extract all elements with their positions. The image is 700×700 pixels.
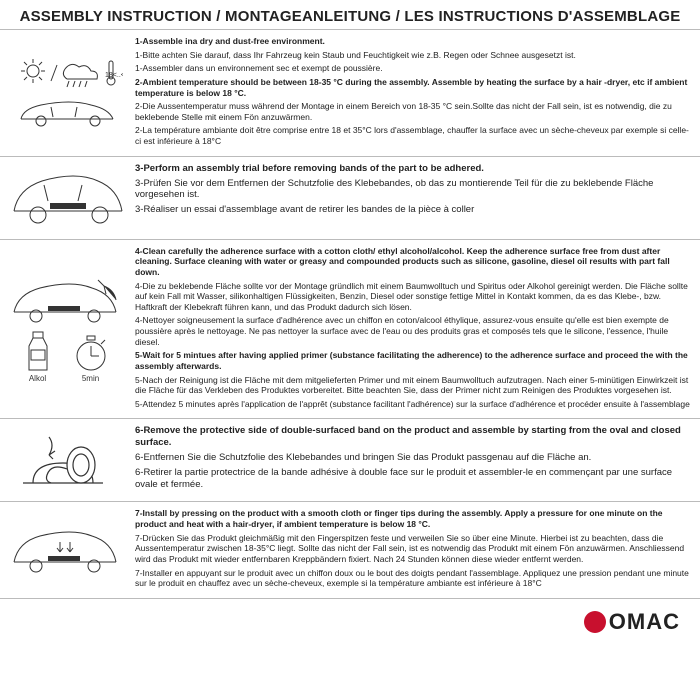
footer: OMAC	[0, 598, 700, 641]
tape-peel-icon	[13, 425, 123, 495]
page-title: ASSEMBLY INSTRUCTION / MONTAGEANLEITUNG …	[0, 0, 700, 29]
step-1-2-row: 18<..<35C 1-Assemble ina dry and dust-fr…	[0, 29, 700, 156]
step-7-row: 7-Install by pressing on the product wit…	[0, 501, 700, 597]
s6-en: 6-Remove the protective side of double-s…	[135, 425, 690, 449]
s3-de: 3-Prüfen Sie vor dem Entfernen der Schut…	[135, 178, 690, 202]
s2-de: 2-Die Aussentemperatur muss während der …	[135, 101, 690, 122]
clock-5min: 5min	[71, 334, 111, 383]
brand-logo: OMAC	[584, 609, 680, 635]
sun-rain-icon: 18<..<35C	[13, 57, 123, 93]
clock-icon	[71, 334, 111, 374]
s2-fr: 2-La température ambiante doit être comp…	[135, 125, 690, 146]
s3-fr: 3-Réaliser un essai d'assemblage avant d…	[135, 204, 690, 216]
car-side-icon	[13, 97, 123, 129]
s4-fr: 4-Nettoyer soigneusement la surface d'ad…	[135, 315, 690, 347]
step7-text: 7-Install by pressing on the product wit…	[135, 502, 700, 597]
step4-text: 4-Clean carefully the adherence surface …	[135, 240, 700, 419]
car-trial-icon	[8, 163, 128, 233]
alkol-label: Alkol	[25, 374, 51, 383]
s7-fr: 7-Installer en appuyant sur le produit a…	[135, 568, 690, 589]
step-3-row: 3-Perform an assembly trial before remov…	[0, 156, 700, 239]
step3-text: 3-Perform an assembly trial before remov…	[135, 157, 700, 239]
s5-de: 5-Nach der Reinigung ist die Fläche mit …	[135, 375, 690, 396]
s1-fr: 1-Assembler dans un environnement sec et…	[135, 63, 690, 74]
s2-en: 2-Ambient temperature should be between …	[135, 77, 690, 98]
fivemin-label: 5min	[71, 374, 111, 383]
s6-de: 6-Entfernen Sie die Schutzfolie des Kleb…	[135, 452, 690, 464]
step-6-row: 6-Remove the protective side of double-s…	[0, 418, 700, 501]
step3-icon	[0, 157, 135, 239]
alkol-bottle: Alkol	[25, 330, 51, 383]
bottle-icon	[25, 330, 51, 374]
step1-icons: 18<..<35C	[0, 30, 135, 156]
s4-en: 4-Clean carefully the adherence surface …	[135, 246, 690, 278]
car-press-icon	[8, 522, 128, 578]
s1-en: 1-Assemble ina dry and dust-free environ…	[135, 36, 690, 47]
s7-de: 7-Drücken Sie das Produkt gleichmäßig mi…	[135, 533, 690, 565]
s4-de: 4-Die zu beklebende Fläche sollte vor de…	[135, 281, 690, 313]
s7-en: 7-Install by pressing on the product wit…	[135, 508, 690, 529]
car-clean-icon	[8, 276, 128, 326]
s5-en: 5-Wait for 5 mintues after having applie…	[135, 350, 690, 371]
step-4-5-row: Alkol 5min 4-Clean carefully the adheren…	[0, 239, 700, 419]
brand-text: OMAC	[609, 609, 680, 635]
logo-dot-icon	[584, 611, 606, 633]
step6-icon	[0, 419, 135, 501]
s3-en: 3-Perform an assembly trial before remov…	[135, 163, 690, 175]
step7-icon	[0, 502, 135, 597]
s6-fr: 6-Retirer la partie protectrice de la ba…	[135, 467, 690, 491]
s5-fr: 5-Attendez 5 minutes après l'application…	[135, 399, 690, 410]
step4-icons: Alkol 5min	[0, 240, 135, 419]
s1-de: 1-Bitte achten Sie darauf, dass Ihr Fahr…	[135, 50, 690, 61]
step6-text: 6-Remove the protective side of double-s…	[135, 419, 700, 501]
step1-text: 1-Assemble ina dry and dust-free environ…	[135, 30, 700, 156]
